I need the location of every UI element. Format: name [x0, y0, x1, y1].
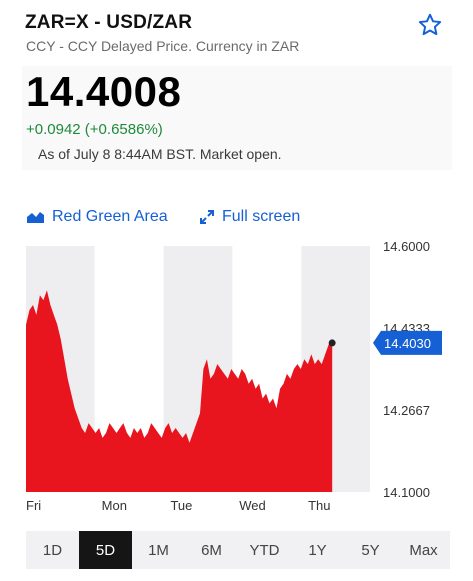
- chart-toolbar: Red Green Area Full screen: [0, 200, 473, 234]
- range-tab-6m[interactable]: 6M: [201, 541, 222, 559]
- quote-subtitle: CCY - CCY Delayed Price. Currency in ZAR: [26, 38, 300, 54]
- y-tick-label: 14.2667: [383, 403, 430, 418]
- as-of-timestamp: As of July 8 8:44AM BST. Market open.: [38, 146, 282, 162]
- last-price-marker: [328, 339, 336, 347]
- full-screen-button[interactable]: Full screen: [199, 208, 300, 226]
- full-screen-label: Full screen: [222, 208, 301, 225]
- quote-box: [22, 66, 452, 170]
- x-tick-label: Mon: [102, 498, 127, 513]
- chart-type-button[interactable]: Red Green Area: [26, 208, 168, 226]
- current-price-flag: [373, 330, 442, 355]
- chart-type-label: Red Green Area: [52, 208, 168, 225]
- range-tab-1m[interactable]: 1M: [148, 541, 169, 559]
- price-change: +0.0942 (+0.6586%): [26, 121, 163, 138]
- y-tick-label: 14.1000: [383, 485, 430, 500]
- current-price: 14.4008: [26, 68, 182, 115]
- range-tab-5y[interactable]: 5Y: [361, 541, 380, 559]
- expand-arrows-icon: [200, 210, 214, 224]
- price-chart[interactable]: 14.6000 14.4333 14.2667 14.1000 Fri Mon Tue Wed…: [0, 236, 473, 516]
- x-tick-label: Wed: [239, 498, 266, 513]
- x-tick-label: Tue: [170, 498, 192, 513]
- y-tick-label: 14.6000: [383, 239, 430, 254]
- x-tick-label: Thu: [308, 498, 330, 513]
- price-area: [26, 290, 333, 492]
- range-tab-5d[interactable]: 5D: [79, 531, 132, 569]
- range-tab-1d[interactable]: 1D: [42, 541, 63, 559]
- quote-header: ZAR=X - USD/ZAR CCY - CCY Delayed Price.…: [0, 0, 473, 170]
- star-icon[interactable]: [417, 12, 443, 38]
- range-tab-max[interactable]: Max: [409, 541, 438, 559]
- area-chart-icon: [27, 212, 44, 223]
- range-tab-ytd[interactable]: YTD: [249, 541, 280, 559]
- range-tabs: 1D 5D 1M 6M YTD 1Y 5Y Max: [26, 531, 450, 569]
- x-tick-label: Fri: [26, 498, 41, 513]
- range-tab-1y[interactable]: 1Y: [308, 541, 327, 559]
- symbol-title: ZAR=X - USD/ZAR: [25, 12, 193, 33]
- current-price-flag-label: 14.4030: [384, 336, 431, 351]
